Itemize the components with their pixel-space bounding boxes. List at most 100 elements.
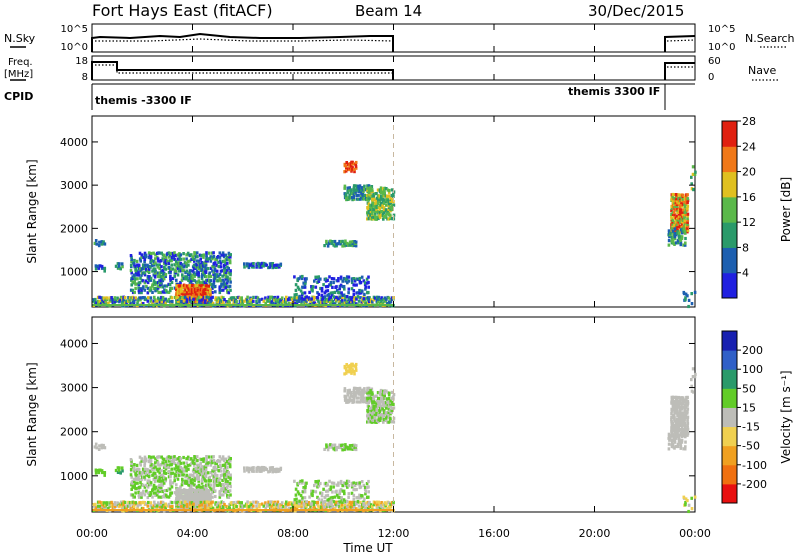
echo-cell	[342, 498, 346, 502]
echo-cell	[372, 399, 376, 403]
echo-cell	[179, 261, 183, 265]
echo-cell	[155, 485, 159, 489]
echo-cell	[352, 162, 356, 166]
echo-cell	[235, 300, 238, 304]
echo-cell	[324, 483, 328, 488]
echo-cell	[378, 413, 382, 417]
echo-cell	[102, 501, 106, 505]
echo-cell	[301, 496, 304, 500]
echo-cell	[330, 507, 333, 511]
echo-cell	[201, 488, 204, 492]
echo-cell	[677, 222, 680, 226]
echo-cell	[357, 299, 361, 303]
echo-cell	[167, 475, 171, 479]
echo-cell	[212, 455, 215, 459]
echo-cell	[119, 503, 122, 507]
echo-cell	[104, 503, 107, 507]
echo-cell	[96, 264, 99, 268]
echo-cell	[327, 299, 331, 303]
echo-cell	[304, 486, 307, 490]
echo-cell	[215, 275, 219, 279]
echo-cell	[327, 497, 331, 501]
echo-cell	[191, 284, 195, 288]
echo-cell	[151, 506, 154, 510]
echo-cell	[143, 493, 146, 497]
echo-cell	[329, 504, 332, 509]
echo-cell	[101, 503, 104, 507]
echo-cell	[208, 461, 211, 465]
echo-cell	[680, 406, 683, 410]
echo-cell	[686, 417, 689, 421]
echo-cell	[686, 403, 689, 407]
echo-cell	[192, 492, 195, 496]
echo-cell	[171, 251, 175, 256]
echo-cell	[204, 485, 208, 489]
echo-cell	[159, 483, 163, 487]
echo-cell	[325, 445, 328, 449]
echo-cell	[200, 479, 204, 483]
echo-cell	[256, 261, 260, 265]
colorbar-segment	[722, 407, 737, 428]
echo-cell	[188, 271, 191, 275]
echo-cell	[313, 279, 316, 283]
echo-cell	[185, 469, 188, 473]
echo-cell	[379, 205, 383, 209]
echo-cell	[132, 301, 136, 306]
echo-cell	[370, 194, 374, 198]
echo-cell	[670, 407, 673, 411]
echo-cell	[369, 399, 372, 403]
echo-cell	[196, 488, 200, 492]
echo-cell	[297, 504, 301, 508]
echo-cell	[685, 198, 688, 202]
echo-cell	[131, 495, 135, 499]
echo-cell	[317, 479, 320, 483]
colorbar-segment	[722, 445, 737, 466]
echo-cell	[328, 241, 331, 246]
echo-cell	[196, 496, 199, 501]
echo-cell	[131, 479, 134, 483]
colorbar-segment	[722, 331, 737, 351]
echo-cell	[363, 184, 366, 188]
echo-cell	[197, 295, 201, 299]
echo-cell	[308, 495, 311, 499]
echo-cell	[351, 504, 355, 509]
echo-cell	[247, 300, 251, 304]
echo-cell	[142, 489, 145, 493]
echo-cell	[347, 287, 351, 291]
echo-cell	[255, 504, 258, 508]
echo-cell	[305, 500, 308, 504]
echo-cell	[199, 500, 203, 505]
echo-cell	[365, 296, 368, 300]
echo-cell	[198, 504, 201, 508]
echo-cell	[686, 401, 690, 405]
echo-cell	[313, 483, 316, 488]
echo-cell	[684, 429, 688, 433]
echo-cell	[351, 447, 355, 451]
echo-cell	[686, 430, 689, 434]
echo-cell	[352, 388, 356, 393]
echo-cell	[363, 292, 366, 296]
echo-cell	[673, 216, 676, 220]
echo-cell	[314, 296, 317, 300]
echo-cell	[252, 295, 255, 299]
echo-cell	[280, 502, 284, 507]
echo-cell	[203, 504, 207, 508]
echo-cell	[208, 479, 211, 483]
echo-cell	[229, 493, 232, 497]
echo-cell	[149, 253, 152, 257]
echo-cell	[677, 405, 681, 409]
echo-cell	[370, 406, 374, 410]
echo-cell	[250, 265, 254, 269]
echo-cell	[351, 394, 354, 398]
echo-cell	[240, 504, 243, 508]
echo-cell	[373, 410, 377, 414]
echo-cell	[267, 470, 270, 474]
echo-cell	[198, 301, 201, 305]
echo-cell	[130, 259, 133, 263]
echo-cell	[672, 413, 676, 418]
echo-cell	[676, 431, 679, 435]
echo-cell	[330, 498, 334, 502]
echo-cell	[338, 496, 341, 500]
echo-cell	[252, 466, 255, 470]
echo-cell	[670, 430, 674, 434]
